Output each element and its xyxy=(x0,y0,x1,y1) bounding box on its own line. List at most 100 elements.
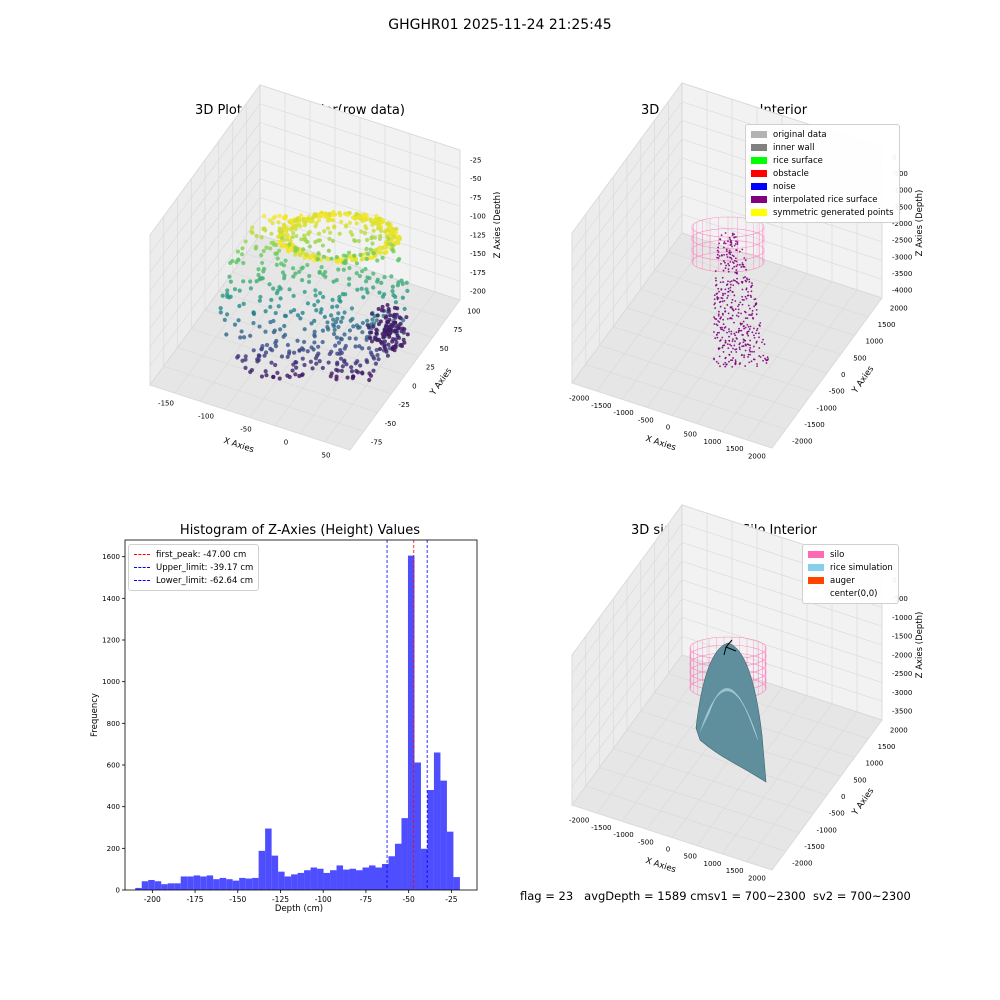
data-point xyxy=(729,289,732,292)
data-point xyxy=(281,222,287,228)
data-point xyxy=(759,325,761,327)
data-point xyxy=(741,262,744,264)
x-tick-label: -1500 xyxy=(591,824,611,832)
data-point xyxy=(724,357,727,360)
data-point xyxy=(748,278,751,281)
data-point xyxy=(750,285,753,288)
data-point xyxy=(405,332,410,337)
data-point xyxy=(721,297,724,300)
x-tick-label: -1000 xyxy=(613,831,633,839)
histogram-bar xyxy=(414,762,421,890)
data-point xyxy=(734,243,737,245)
legend-label: Upper_limit: -39.17 cm xyxy=(156,562,254,573)
data-point xyxy=(743,338,745,341)
data-point xyxy=(313,224,318,229)
data-point xyxy=(756,365,758,368)
data-point xyxy=(235,355,240,360)
histogram-bar xyxy=(343,869,350,890)
grid-line xyxy=(571,157,683,309)
y-tick-label: 1000 xyxy=(865,760,883,768)
data-point xyxy=(306,279,312,284)
data-point xyxy=(331,331,337,337)
data-point xyxy=(298,316,303,321)
legend-label: auger xyxy=(830,575,855,586)
data-point xyxy=(719,238,722,241)
grid-line xyxy=(259,159,461,226)
x-tick-label: -50 xyxy=(403,895,415,904)
z-tick-label: -1500 xyxy=(892,633,912,641)
data-point xyxy=(352,238,357,243)
data-point xyxy=(270,221,275,226)
data-point xyxy=(712,357,715,360)
data-point xyxy=(389,274,394,279)
data-point xyxy=(350,232,355,237)
data-point xyxy=(241,260,246,266)
data-point xyxy=(301,247,306,252)
data-point xyxy=(739,348,741,351)
data-point xyxy=(326,248,331,253)
data-point xyxy=(743,354,746,357)
data-point xyxy=(758,336,760,339)
data-point xyxy=(292,307,297,313)
data-point xyxy=(259,253,264,258)
data-point xyxy=(325,320,330,325)
legend-item: noise xyxy=(751,180,894,193)
data-point xyxy=(302,223,307,228)
data-point xyxy=(728,251,731,254)
data-point xyxy=(336,267,341,272)
data-point xyxy=(749,347,752,349)
data-point xyxy=(269,297,274,303)
data-point xyxy=(371,368,376,373)
data-point xyxy=(354,211,360,217)
data-point xyxy=(274,291,279,296)
data-point xyxy=(276,304,281,309)
z-tick-label: -3000 xyxy=(892,253,912,261)
data-point xyxy=(259,260,265,266)
data-point xyxy=(731,232,734,235)
data-point xyxy=(758,355,761,357)
data-point xyxy=(746,317,749,320)
legend-label: rice surface xyxy=(773,155,823,166)
data-point xyxy=(722,269,725,272)
data-point xyxy=(309,321,314,326)
data-point xyxy=(382,344,387,349)
data-point xyxy=(391,249,396,254)
data-point xyxy=(729,317,732,319)
data-point xyxy=(719,305,722,308)
data-point xyxy=(745,344,747,347)
x-tick-label: 0 xyxy=(666,424,670,432)
data-point xyxy=(715,318,718,321)
data-point xyxy=(364,337,369,342)
data-point xyxy=(349,306,355,311)
data-point xyxy=(380,304,385,309)
data-point xyxy=(327,236,332,242)
data-point xyxy=(298,213,304,218)
legend-swatch xyxy=(751,183,767,190)
raw-3d-plot: -150 -100 -50 0 50 100 75 50 25 0 -25 -50 -75 -25 -50 -… xyxy=(149,83,500,460)
data-point xyxy=(737,305,739,308)
data-point xyxy=(726,256,729,258)
legend-item: obstacle xyxy=(751,167,894,180)
data-point xyxy=(390,284,395,289)
data-point xyxy=(724,261,726,264)
data-point xyxy=(273,310,278,316)
data-point xyxy=(285,342,291,348)
data-point xyxy=(729,256,731,259)
grid-line xyxy=(571,139,683,290)
data-point xyxy=(716,297,719,300)
data-point xyxy=(742,277,745,279)
data-point xyxy=(277,226,282,231)
data-point xyxy=(749,350,752,353)
data-point xyxy=(405,288,410,293)
data-point xyxy=(369,236,374,241)
grid-line xyxy=(771,297,883,449)
data-point xyxy=(277,240,283,245)
histogram-bar xyxy=(265,828,272,890)
x-tick-label: -150 xyxy=(158,400,174,408)
data-point xyxy=(357,325,362,330)
data-point xyxy=(731,254,734,257)
data-point xyxy=(263,228,268,233)
data-point xyxy=(713,294,716,297)
data-point xyxy=(740,329,743,332)
data-point xyxy=(332,327,337,333)
